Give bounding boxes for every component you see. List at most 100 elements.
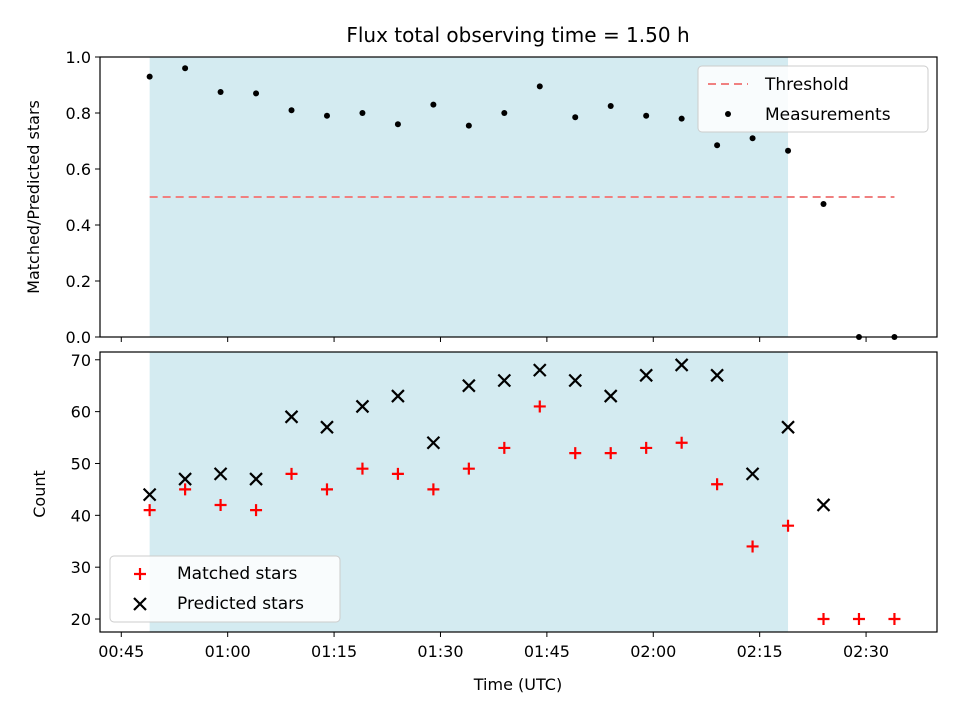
data-point-matched bbox=[782, 519, 795, 532]
data-point-predicted bbox=[603, 389, 618, 403]
data-point-matched bbox=[462, 462, 475, 475]
x-tick-label: 01:00 bbox=[205, 642, 251, 661]
data-point-predicted bbox=[816, 498, 831, 512]
data-point-matched bbox=[888, 613, 901, 626]
legend-predicted-label: Predicted stars bbox=[177, 594, 304, 614]
legend-threshold-label: Threshold bbox=[764, 75, 849, 95]
data-point-predicted bbox=[426, 435, 441, 450]
data-point-matched bbox=[179, 483, 192, 496]
data-point-matched bbox=[427, 483, 440, 496]
data-point bbox=[749, 135, 756, 142]
data-point-matched bbox=[711, 478, 724, 491]
data-point-matched bbox=[604, 447, 617, 460]
legend-matched-label: Matched stars bbox=[177, 564, 297, 584]
data-point-matched bbox=[143, 504, 156, 517]
y-tick-label: 20 bbox=[71, 610, 91, 629]
data-point-predicted bbox=[355, 399, 370, 414]
x-tick-label: 01:45 bbox=[524, 642, 570, 661]
data-point bbox=[253, 90, 260, 97]
data-point-matched bbox=[320, 483, 333, 496]
y-tick-label: 40 bbox=[71, 506, 91, 525]
plot-frame bbox=[99, 351, 938, 633]
data-point-matched bbox=[746, 540, 759, 553]
data-point-matched bbox=[250, 504, 263, 517]
data-point-predicted bbox=[142, 487, 157, 502]
data-point-predicted bbox=[639, 368, 653, 383]
y-tick-label: 50 bbox=[71, 454, 91, 473]
y-tick-label: 60 bbox=[71, 403, 91, 422]
data-point-matched bbox=[356, 462, 369, 475]
data-point-matched bbox=[640, 441, 653, 454]
data-point-predicted bbox=[284, 410, 299, 424]
data-point bbox=[146, 73, 153, 80]
y-tick-label: 0.0 bbox=[66, 328, 91, 347]
data-point bbox=[465, 122, 472, 129]
legend-measurements-swatch bbox=[725, 111, 731, 117]
data-point-predicted bbox=[462, 378, 476, 393]
legend-box bbox=[109, 555, 341, 623]
data-point bbox=[714, 142, 721, 149]
data-point-predicted bbox=[533, 363, 547, 377]
data-point bbox=[430, 101, 437, 108]
data-point-matched bbox=[817, 613, 830, 626]
data-point bbox=[323, 112, 330, 119]
data-point bbox=[394, 121, 401, 128]
data-point-predicted bbox=[497, 373, 512, 388]
legend-predicted-swatch bbox=[133, 597, 147, 611]
data-point-predicted bbox=[674, 358, 689, 372]
plot-frame bbox=[99, 56, 938, 338]
data-point bbox=[607, 103, 614, 109]
data-point bbox=[501, 110, 508, 116]
legend-box bbox=[697, 65, 929, 133]
data-point bbox=[678, 115, 685, 122]
data-point-predicted bbox=[781, 420, 795, 434]
legend-bottom: Matched stars Predicted stars bbox=[109, 555, 341, 623]
top-panel: 0.0 0.2 0.4 0.6 0.8 1.0 Threshold Measurements bbox=[66, 48, 938, 347]
data-point-matched bbox=[285, 467, 298, 480]
data-point bbox=[643, 112, 650, 119]
data-point bbox=[536, 83, 543, 90]
data-point-predicted bbox=[320, 420, 334, 434]
legend-top: Threshold Measurements bbox=[697, 65, 929, 133]
data-point-predicted bbox=[568, 373, 583, 388]
data-point-matched bbox=[852, 613, 865, 626]
bottom-y-axis-label: Count bbox=[30, 470, 49, 518]
x-tick-label: 02:30 bbox=[843, 642, 889, 661]
data-point-predicted bbox=[391, 389, 405, 403]
y-tick-label: 70 bbox=[71, 351, 91, 370]
y-tick-label: 1.0 bbox=[66, 48, 91, 67]
bottom-panel: 20 30 40 50 60 70 00:45 01:00 01:15 01:30 01:45 02:… bbox=[71, 351, 938, 661]
data-point-predicted bbox=[710, 368, 724, 383]
x-tick-label: 01:15 bbox=[311, 642, 357, 661]
x-tick-label: 00:45 bbox=[98, 642, 144, 661]
data-point-predicted bbox=[178, 472, 192, 486]
y-tick-label: 0.6 bbox=[66, 160, 91, 179]
x-tick-label: 01:30 bbox=[417, 642, 463, 661]
top-y-axis-label: Matched/Predicted stars bbox=[24, 100, 43, 294]
data-point bbox=[217, 89, 224, 95]
data-point bbox=[785, 147, 792, 154]
data-point bbox=[572, 114, 579, 121]
y-tick-label: 30 bbox=[71, 558, 91, 577]
data-point-predicted bbox=[745, 467, 760, 481]
data-point bbox=[359, 110, 366, 116]
data-point-matched bbox=[498, 441, 511, 454]
legend-measurements-label: Measurements bbox=[765, 105, 891, 125]
x-tick-label: 02:00 bbox=[630, 642, 676, 661]
data-point bbox=[288, 107, 295, 114]
legend-matched-swatch bbox=[134, 568, 146, 580]
data-point-predicted bbox=[213, 467, 228, 481]
chart-title: Flux total observing time = 1.50 h bbox=[346, 23, 689, 47]
data-point-matched bbox=[214, 498, 227, 511]
data-point bbox=[182, 65, 189, 72]
x-axis-label: Time (UTC) bbox=[473, 675, 562, 694]
data-point-matched bbox=[391, 467, 404, 480]
x-tick-label: 02:15 bbox=[737, 642, 783, 661]
y-tick-label: 0.2 bbox=[66, 272, 91, 291]
data-point-matched bbox=[675, 436, 688, 449]
data-point-predicted bbox=[249, 472, 263, 486]
y-tick-label: 0.4 bbox=[66, 216, 91, 235]
y-tick-label: 0.8 bbox=[66, 104, 91, 123]
data-point-matched bbox=[533, 400, 546, 413]
